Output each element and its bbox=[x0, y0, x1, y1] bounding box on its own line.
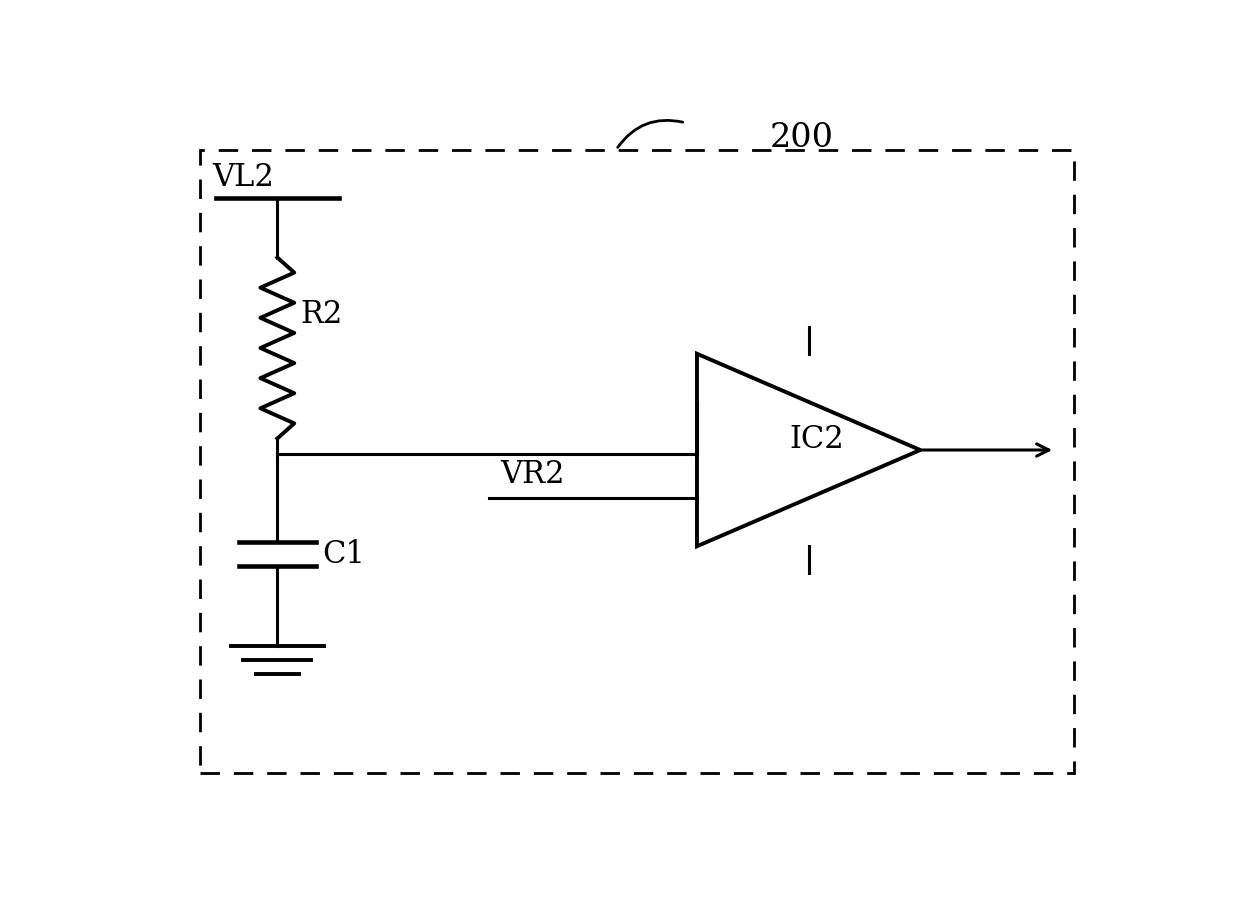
Text: 200: 200 bbox=[771, 122, 834, 154]
Text: IC2: IC2 bbox=[789, 424, 844, 455]
Text: VR2: VR2 bbox=[501, 458, 565, 490]
Text: VL2: VL2 bbox=[212, 161, 274, 193]
Bar bbox=[201, 151, 1074, 774]
Text: C1: C1 bbox=[322, 538, 364, 570]
Text: R2: R2 bbox=[300, 299, 343, 329]
